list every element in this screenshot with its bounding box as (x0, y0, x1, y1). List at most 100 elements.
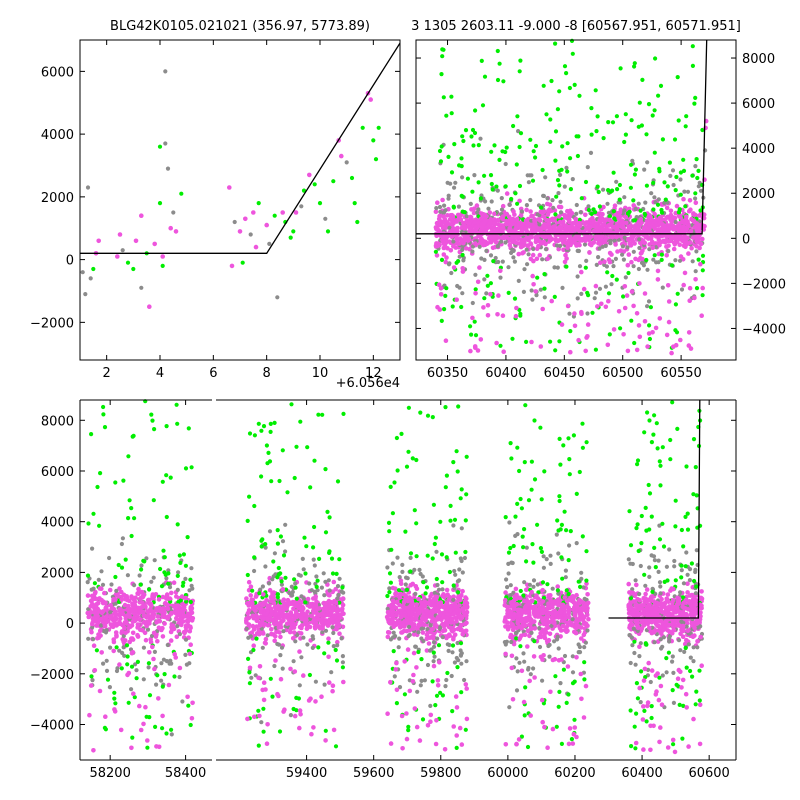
season-data-point (548, 139, 553, 144)
full-data-point (459, 526, 464, 531)
full-data-point (125, 654, 130, 659)
full-data-point (450, 629, 455, 634)
full-data-point (267, 603, 272, 608)
full-data-point (318, 626, 323, 631)
full-data-point (403, 582, 408, 587)
full-data-point (96, 577, 101, 582)
full-data-point (161, 607, 167, 613)
season-data-point (597, 286, 603, 291)
full-data-point (256, 421, 261, 426)
zoom-data-point (115, 254, 120, 259)
full-data-point (392, 674, 397, 679)
full-data-point (432, 654, 437, 659)
season-data-point (553, 237, 559, 242)
season-data-point (655, 202, 661, 207)
full-data-point (177, 553, 182, 558)
full-data-point (162, 570, 167, 575)
season-data-point (530, 213, 535, 219)
season-data-point (630, 238, 636, 244)
season-data-point (594, 129, 599, 134)
season-data-point (589, 242, 594, 248)
season-data-point (670, 223, 676, 228)
full-data-point (85, 593, 91, 598)
full-data-point (436, 587, 442, 592)
full-data-point (103, 600, 108, 606)
season-data-point (516, 251, 521, 257)
season-data-point (683, 217, 689, 222)
full-data-point (424, 636, 430, 642)
season-data-point (645, 344, 650, 349)
full-data-point (386, 619, 392, 625)
full-data-point (438, 519, 443, 524)
full-data-point (165, 642, 170, 648)
full-data-point (177, 665, 183, 671)
full-data-point (186, 703, 191, 708)
full-data-point (464, 620, 469, 626)
full-data-point (316, 645, 321, 650)
full-data-point (247, 665, 253, 671)
full-data-point (139, 567, 144, 572)
season-data-point (579, 291, 584, 296)
full-data-point (246, 656, 251, 662)
season-data-point (440, 197, 445, 203)
full-data-point (288, 626, 294, 631)
full-data-point (393, 634, 398, 639)
full-data-point (399, 713, 405, 719)
full-data-point (410, 581, 416, 587)
season-data-point (567, 225, 572, 231)
season-ytick-label: 4000 (742, 142, 775, 157)
season-data-point (525, 262, 530, 267)
season-data-point (658, 215, 664, 220)
season-data-point (528, 137, 533, 142)
full-data-point (391, 649, 396, 654)
full-data-point (430, 679, 435, 684)
full-data-point (248, 593, 253, 598)
season-data-point (451, 243, 456, 249)
full-data-point (405, 576, 410, 581)
season-data-point (529, 339, 534, 345)
season-data-point (612, 203, 618, 208)
season-data-point (660, 137, 666, 142)
season-data-point (583, 238, 588, 243)
full-data-point (440, 635, 445, 640)
full-data-point (138, 596, 143, 601)
season-data-point (700, 293, 705, 298)
full-data-point (180, 619, 186, 624)
full-data-point (130, 630, 136, 636)
season-xtick-label: 60550 (660, 366, 701, 381)
full-data-point (410, 456, 415, 461)
full-data-point (269, 626, 274, 632)
full-data-point (413, 591, 418, 596)
full-data-point (180, 602, 185, 607)
season-data-point (634, 311, 640, 316)
full-data-point (433, 703, 438, 708)
season-data-point (598, 260, 603, 266)
full-data-point (149, 579, 154, 584)
full-data-point (458, 641, 464, 646)
full-data-point (322, 682, 327, 687)
full-data-point (268, 421, 273, 426)
season-data-point (629, 259, 634, 265)
full-data-point (275, 592, 280, 597)
full-data-point (161, 548, 166, 553)
full-data-point (455, 626, 461, 632)
full-data-point (392, 480, 397, 485)
full-data-point (267, 581, 272, 586)
season-data-point (607, 332, 612, 337)
season-data-point (579, 269, 584, 275)
full-data-point (112, 707, 117, 712)
season-data-point (614, 277, 619, 282)
full-data-point (130, 735, 135, 740)
season-data-point (645, 267, 650, 272)
season-data-point (523, 218, 529, 223)
full-data-point (314, 607, 320, 612)
season-data-point (488, 234, 493, 240)
full-data-point (85, 573, 91, 578)
season-data-point (504, 218, 509, 224)
season-data-point (441, 224, 446, 229)
full-data-point (324, 620, 329, 626)
season-data-point (526, 252, 531, 257)
full-data-point (155, 673, 160, 678)
season-data-point (625, 227, 631, 233)
zoom-data-point (117, 232, 123, 237)
